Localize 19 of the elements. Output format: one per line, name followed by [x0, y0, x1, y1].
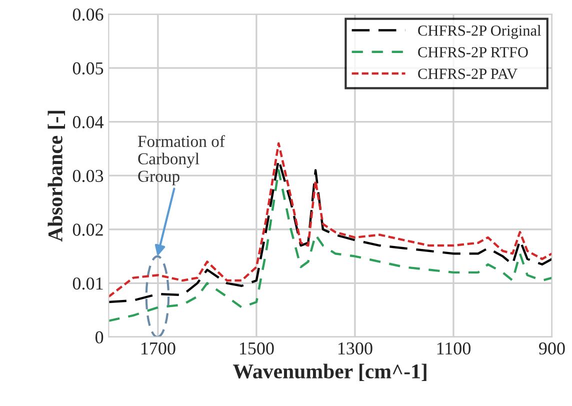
x-tick-label: 1500 — [240, 342, 274, 355]
x-tick-label: 1100 — [437, 342, 470, 355]
y-tick-label: 0.06 — [72, 8, 104, 21]
x-axis-title: Wavenumber [cm^-1] — [233, 364, 426, 382]
y-tick-label: 0.02 — [72, 224, 103, 236]
x-tick-label: 900 — [539, 342, 565, 355]
y-tick-label: 0.04 — [72, 116, 104, 128]
legend-label: CHFRS-2P PAV — [418, 68, 518, 80]
y-tick-label: 0.03 — [72, 170, 104, 182]
legend-label: CHFRS-2P RTFO — [418, 47, 528, 58]
y-tick-label: 0 — [95, 331, 104, 344]
y-tick-label: 0.01 — [72, 277, 103, 290]
x-tick-label: 1300 — [338, 342, 372, 355]
x-tick-label: 1700 — [141, 342, 176, 355]
legend-label: CHFRS-2P Original — [418, 25, 541, 39]
annotation: Formation of Carbonyl Group — [138, 135, 225, 186]
y-axis-title: Absorbance [-] — [48, 110, 66, 242]
y-tick-label: 0.05 — [72, 62, 104, 75]
line-series — [108, 169, 552, 322]
